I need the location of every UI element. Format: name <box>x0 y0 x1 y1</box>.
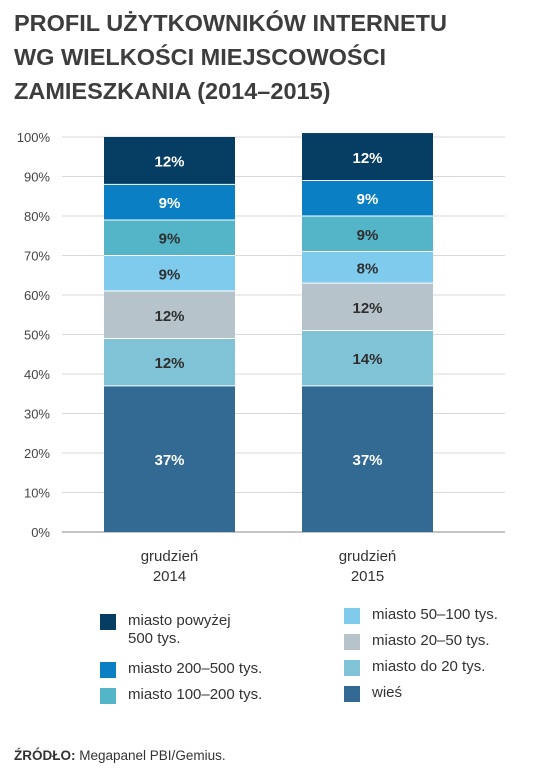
legend-item: miasto do 20 tys. <box>344 658 485 676</box>
x-category-label: 2015 <box>351 568 384 585</box>
legend-swatch <box>100 614 116 630</box>
legend-label: wieś <box>372 684 403 701</box>
legend-label: miasto 50–100 tys. <box>372 606 498 623</box>
bar-segment <box>104 291 235 339</box>
x-category-label: 2014 <box>153 568 186 585</box>
source-text: Megapanel PBI/Gemius. <box>75 748 226 763</box>
legend-swatch <box>344 686 360 702</box>
legend-swatch <box>344 660 360 676</box>
legend-item: miasto 200–500 tys. <box>100 660 262 678</box>
legend-label: miasto do 20 tys. <box>372 658 486 675</box>
data-label: 12% <box>352 300 382 317</box>
bar-segment <box>302 180 433 216</box>
y-tick-label: 90% <box>24 170 50 185</box>
legend-label: miasto 200–500 tys. <box>128 660 263 677</box>
data-label: 9% <box>159 266 181 283</box>
x-category-label: grudzień <box>339 548 397 565</box>
y-tick-label: 70% <box>24 249 50 264</box>
bar-segment <box>104 385 235 532</box>
bar-segment <box>104 219 235 256</box>
legend-swatch <box>100 688 116 704</box>
source-note: ŹRÓDŁO: Megapanel PBI/Gemius. <box>14 748 226 763</box>
y-tick-label: 60% <box>24 288 50 303</box>
data-label: 14% <box>352 351 382 368</box>
title-line: WG WIELKOŚCI MIEJSCOWOŚCI <box>14 44 387 70</box>
y-tick-label: 0% <box>31 525 50 540</box>
x-category-label: grudzień <box>141 548 199 565</box>
bar-segment <box>302 283 433 331</box>
y-tick-label: 30% <box>24 407 50 422</box>
legend: miasto powyżej 500 tys. miasto 200–500 t… <box>0 600 538 720</box>
legend-item: miasto 20–50 tys. <box>344 632 490 650</box>
legend-item: wieś <box>344 684 402 702</box>
legend-label: miasto 20–50 tys. <box>372 632 490 649</box>
y-tick-label: 10% <box>24 486 50 501</box>
source-label: ŹRÓDŁO: <box>14 748 76 763</box>
data-label: 12% <box>154 355 184 372</box>
legend-swatch <box>100 662 116 678</box>
bar-segment <box>302 251 433 284</box>
bar-segment <box>104 137 235 185</box>
chart-title: PROFIL UŻYTKOWNIKÓW INTERNETU WG WIELKOŚ… <box>14 6 524 108</box>
data-label: 12% <box>154 308 184 325</box>
bar-segment <box>104 184 235 220</box>
data-label: 9% <box>159 231 181 248</box>
title-line: ZAMIESZKANIA (2014–2015) <box>14 78 331 104</box>
data-label: 9% <box>159 195 181 212</box>
data-label: 8% <box>357 260 379 277</box>
title-line: PROFIL UŻYTKOWNIKÓW INTERNETU <box>14 10 447 36</box>
bar-segment <box>302 133 433 181</box>
data-label: 37% <box>352 452 382 469</box>
legend-item: miasto powyżej 500 tys. <box>100 612 231 648</box>
legend-label: miasto 100–200 tys. <box>128 686 263 703</box>
legend-label: miasto powyżej 500 tys. <box>128 612 231 647</box>
data-label: 9% <box>357 191 379 208</box>
bar-segment <box>104 255 235 292</box>
y-tick-label: 80% <box>24 209 50 224</box>
y-tick-label: 40% <box>24 367 50 382</box>
legend-swatch <box>344 634 360 650</box>
legend-item: miasto 100–200 tys. <box>100 686 262 704</box>
y-tick-label: 20% <box>24 446 50 461</box>
bar-segment <box>302 385 433 532</box>
bar-segment <box>302 216 433 252</box>
bar-segment <box>104 338 235 386</box>
data-label: 12% <box>154 154 184 171</box>
y-tick-label: 100% <box>17 130 51 145</box>
data-label: 37% <box>154 452 184 469</box>
bar-segment <box>302 330 433 386</box>
y-tick-label: 50% <box>24 328 50 343</box>
legend-swatch <box>344 608 360 624</box>
data-label: 9% <box>357 227 379 244</box>
stacked-bar-chart: 0% 10% 20% 30% 40% 50% 60% 70% 80% 90% 100% 37% 12% 1… <box>17 130 505 585</box>
data-label: 12% <box>352 150 382 167</box>
legend-item: miasto 50–100 tys. <box>344 606 498 624</box>
